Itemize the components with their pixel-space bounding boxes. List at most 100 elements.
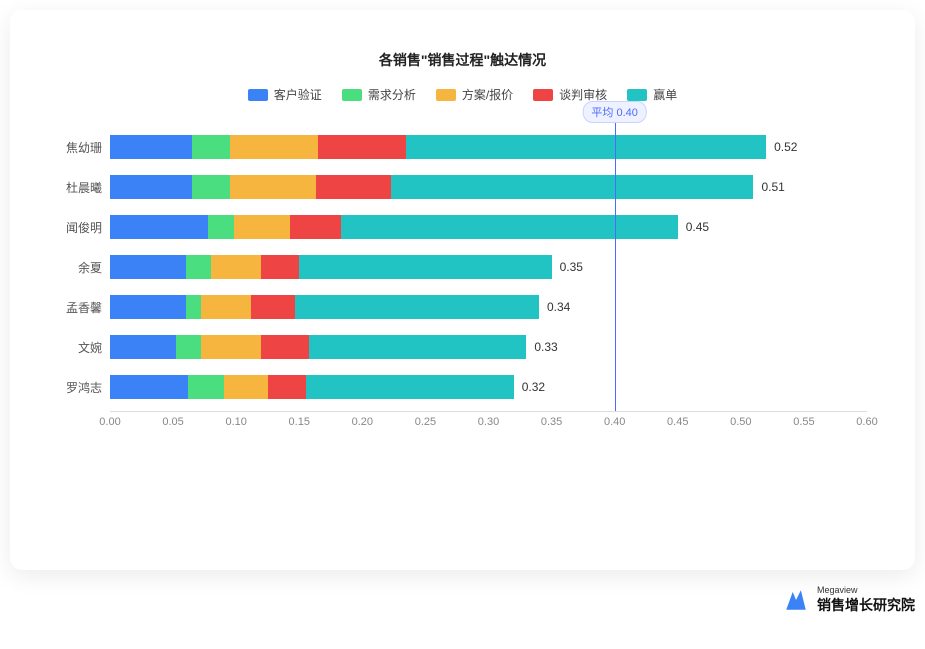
- bar-segment: [234, 215, 291, 239]
- bar-segment: [208, 215, 233, 239]
- chart-legend: 客户验证需求分析方案/报价谈判审核赢单: [58, 86, 867, 103]
- bar-segment: [230, 175, 316, 199]
- bar-stack: [110, 215, 678, 239]
- bar-segment: [201, 335, 262, 359]
- bar-stack: [110, 175, 753, 199]
- x-axis-tick: 0.60: [856, 416, 877, 428]
- chart-title: 各销售"销售过程"触达情况: [58, 50, 867, 70]
- brand-small-text: Megaview: [817, 585, 915, 595]
- x-axis-tick: 0.20: [352, 416, 373, 428]
- bar-segment: [290, 215, 340, 239]
- x-axis-tick: 0.30: [478, 416, 499, 428]
- bar-stack: [110, 295, 539, 319]
- x-axis: 0.000.050.100.150.200.250.300.350.400.45…: [110, 411, 867, 432]
- bar-segment: [309, 335, 526, 359]
- bars-container: 0.52 0.51 0.45 0.35 0.34 0.33 0.32: [110, 127, 867, 407]
- bar-total-label: 0.34: [547, 300, 570, 314]
- legend-swatch: [533, 89, 553, 101]
- bar-segment: [110, 375, 188, 399]
- legend-swatch: [248, 89, 268, 101]
- bar-total-label: 0.32: [522, 380, 545, 394]
- y-axis-label: 文婉: [58, 327, 110, 367]
- bar-stack: [110, 375, 514, 399]
- bar-segment: [211, 255, 261, 279]
- legend-item: 方案/报价: [436, 86, 513, 103]
- bar-segment: [201, 295, 251, 319]
- plot-area: 0.520.510.450.350.340.330.32 平均 0.40: [110, 127, 867, 407]
- bar-row: 0.45: [110, 207, 867, 247]
- bar-segment: [110, 295, 186, 319]
- bar-segment: [299, 255, 551, 279]
- average-value: 0.40: [616, 107, 637, 119]
- legend-item: 客户验证: [248, 86, 322, 103]
- y-axis-label: 罗鸿志: [58, 367, 110, 407]
- bar-total-label: 0.33: [534, 340, 557, 354]
- chart-area: 焦幼珊杜晨曦闻俊明余夏孟香馨文婉罗鸿志 0.52 0.51 0.45 0.35 0.34…: [58, 127, 867, 407]
- legend-swatch: [627, 89, 647, 101]
- bar-segment: [261, 335, 309, 359]
- y-axis-label: 闻俊明: [58, 207, 110, 247]
- y-axis-label: 孟香馨: [58, 287, 110, 327]
- legend-item: 需求分析: [342, 86, 416, 103]
- bar-total-label: 0.45: [686, 220, 709, 234]
- brand-text: Megaview 销售增长研究院: [817, 585, 915, 615]
- x-axis-tick: 0.50: [730, 416, 751, 428]
- bar-total-label: 0.51: [761, 180, 784, 194]
- bar-segment: [251, 295, 295, 319]
- bar-segment: [188, 375, 223, 399]
- average-label: 平均: [591, 107, 613, 119]
- bar-segment: [268, 375, 306, 399]
- bar-segment: [295, 295, 538, 319]
- bar-segment: [306, 375, 514, 399]
- x-axis-tick: 0.10: [225, 416, 246, 428]
- bar-row: 0.52: [110, 127, 867, 167]
- brand-logo: Megaview 销售增长研究院: [783, 585, 915, 615]
- y-axis-label: 杜晨曦: [58, 167, 110, 207]
- y-axis-labels: 焦幼珊杜晨曦闻俊明余夏孟香馨文婉罗鸿志: [58, 127, 110, 407]
- bar-total-label: 0.52: [774, 140, 797, 154]
- bar-segment: [318, 135, 406, 159]
- bar-segment: [186, 255, 211, 279]
- x-axis-ticks: 0.000.050.100.150.200.250.300.350.400.45…: [110, 412, 867, 432]
- x-axis-tick: 0.05: [162, 416, 183, 428]
- bar-stack: [110, 335, 526, 359]
- bar-row: 0.32: [110, 367, 867, 407]
- bar-segment: [176, 335, 201, 359]
- x-axis-tick: 0.35: [541, 416, 562, 428]
- bar-segment: [391, 175, 753, 199]
- y-axis-label: 余夏: [58, 247, 110, 287]
- bar-segment: [110, 135, 192, 159]
- legend-label: 需求分析: [368, 86, 416, 103]
- x-axis-tick: 0.45: [667, 416, 688, 428]
- x-axis-tick: 0.15: [289, 416, 310, 428]
- bar-stack: [110, 255, 552, 279]
- legend-label: 赢单: [653, 86, 677, 103]
- brand-big-text: 销售增长研究院: [817, 595, 915, 615]
- x-axis-tick: 0.40: [604, 416, 625, 428]
- bar-segment: [110, 175, 192, 199]
- bar-row: 0.35: [110, 247, 867, 287]
- legend-label: 客户验证: [274, 86, 322, 103]
- bar-segment: [192, 175, 230, 199]
- bar-segment: [316, 175, 392, 199]
- bar-row: 0.34: [110, 287, 867, 327]
- bar-segment: [261, 255, 299, 279]
- average-badge: 平均 0.40: [582, 101, 646, 123]
- x-axis-tick: 0.55: [793, 416, 814, 428]
- bar-row: 0.51: [110, 167, 867, 207]
- bar-segment: [110, 215, 208, 239]
- bar-segment: [186, 295, 201, 319]
- bar-segment: [192, 135, 230, 159]
- legend-swatch: [342, 89, 362, 101]
- brand-mark-icon: [783, 587, 809, 613]
- chart-card: 各销售"销售过程"触达情况 客户验证需求分析方案/报价谈判审核赢单 焦幼珊杜晨曦…: [10, 10, 915, 570]
- legend-label: 方案/报价: [462, 86, 513, 103]
- bar-row: 0.33: [110, 327, 867, 367]
- bar-segment: [230, 135, 318, 159]
- x-axis-tick: 0.25: [415, 416, 436, 428]
- legend-swatch: [436, 89, 456, 101]
- bar-segment: [224, 375, 268, 399]
- bar-segment: [110, 255, 186, 279]
- average-line: [615, 105, 616, 411]
- bar-segment: [341, 215, 678, 239]
